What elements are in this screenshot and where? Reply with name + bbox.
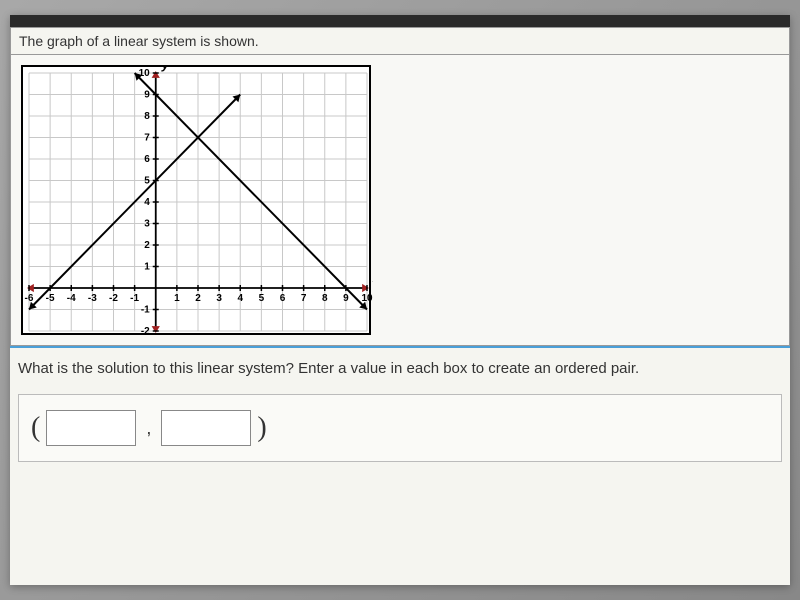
comma-separator: , <box>146 418 151 439</box>
svg-text:3: 3 <box>144 219 150 230</box>
svg-text:8: 8 <box>322 293 328 304</box>
linear-system-graph: -6 -5 -4 -3 -2 -1 1 2 3 4 5 6 7 8 9 10 -2 -1 1 2 3 4 5 6 7 8 9 10 y x <box>21 65 371 335</box>
svg-text:2: 2 <box>144 240 150 251</box>
svg-text:4: 4 <box>144 197 150 208</box>
svg-text:5: 5 <box>259 293 265 304</box>
worksheet-page: The graph of a linear system is shown. -… <box>10 15 790 585</box>
question-content: What is the solution to this linear syst… <box>18 360 639 377</box>
svg-text:10: 10 <box>139 68 151 79</box>
svg-text:1: 1 <box>174 293 180 304</box>
question-text: What is the solution to this linear syst… <box>10 346 790 389</box>
close-paren: ) <box>257 412 266 444</box>
svg-text:-2: -2 <box>109 293 118 304</box>
svg-text:1: 1 <box>144 262 150 273</box>
svg-text:10: 10 <box>361 293 373 304</box>
svg-text:-2: -2 <box>141 326 150 337</box>
open-paren: ( <box>31 412 40 444</box>
svg-text:7: 7 <box>301 293 307 304</box>
answer-input-row: ( , ) <box>18 394 782 462</box>
svg-text:-3: -3 <box>88 293 97 304</box>
y-value-input[interactable] <box>161 410 251 446</box>
svg-text:4: 4 <box>237 293 243 304</box>
svg-text:y: y <box>161 67 170 72</box>
svg-text:-1: -1 <box>130 293 139 304</box>
graph-section: -6 -5 -4 -3 -2 -1 1 2 3 4 5 6 7 8 9 10 -2 -1 1 2 3 4 5 6 7 8 9 10 y x <box>10 55 790 346</box>
svg-text:9: 9 <box>144 90 150 101</box>
svg-text:x: x <box>372 270 373 285</box>
svg-text:6: 6 <box>280 293 286 304</box>
svg-text:-4: -4 <box>67 293 76 304</box>
svg-text:-5: -5 <box>46 293 55 304</box>
svg-text:2: 2 <box>195 293 201 304</box>
svg-text:7: 7 <box>144 133 150 144</box>
problem-text-content: The graph of a linear system is shown. <box>19 33 259 49</box>
x-value-input[interactable] <box>46 410 136 446</box>
svg-text:9: 9 <box>343 293 349 304</box>
svg-text:-1: -1 <box>141 305 150 316</box>
svg-text:-6: -6 <box>25 293 34 304</box>
top-dark-bar <box>10 15 790 27</box>
svg-text:6: 6 <box>144 154 150 165</box>
svg-text:5: 5 <box>144 176 150 187</box>
svg-text:8: 8 <box>144 111 150 122</box>
svg-text:3: 3 <box>216 293 222 304</box>
problem-statement: The graph of a linear system is shown. <box>10 27 790 55</box>
